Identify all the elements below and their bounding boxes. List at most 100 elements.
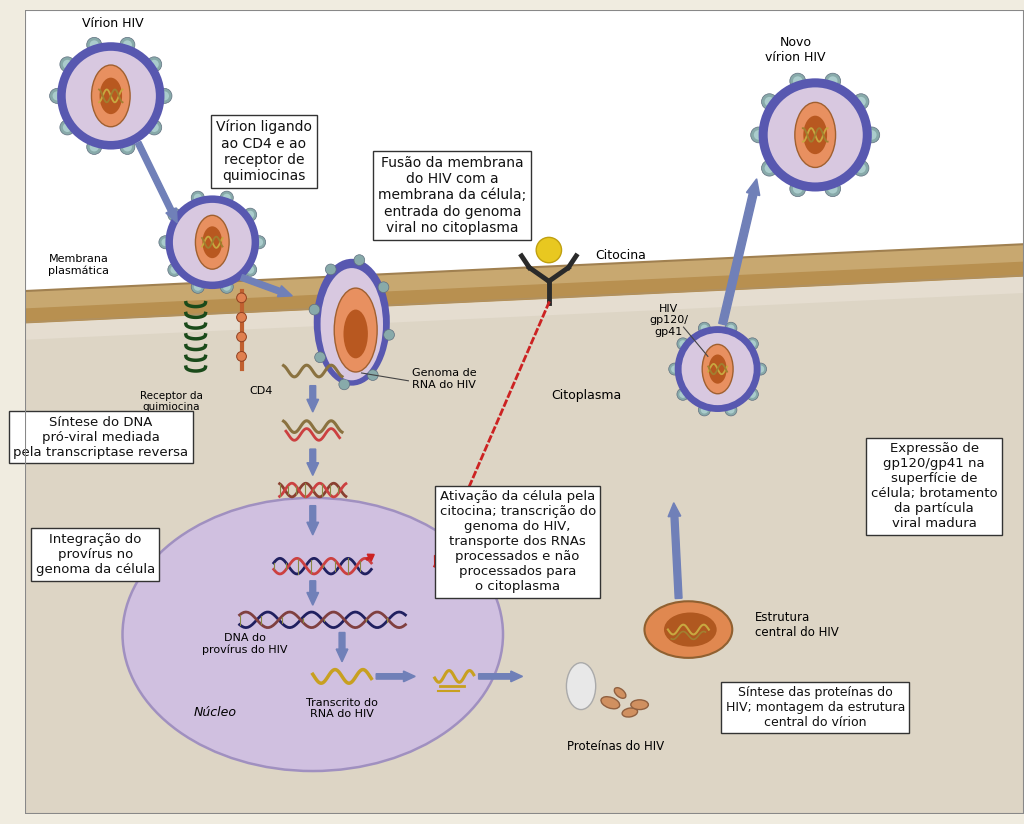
Circle shape bbox=[384, 330, 394, 340]
Circle shape bbox=[853, 94, 869, 110]
FancyArrow shape bbox=[307, 581, 318, 605]
Circle shape bbox=[749, 340, 756, 348]
Circle shape bbox=[746, 338, 759, 350]
Circle shape bbox=[793, 77, 803, 86]
Circle shape bbox=[765, 97, 774, 106]
Ellipse shape bbox=[334, 288, 377, 372]
Text: Estrutura
central do HIV: Estrutura central do HIV bbox=[755, 611, 839, 639]
Circle shape bbox=[66, 51, 156, 141]
Circle shape bbox=[150, 123, 159, 132]
Circle shape bbox=[90, 143, 98, 152]
Circle shape bbox=[867, 130, 877, 140]
Circle shape bbox=[59, 120, 75, 135]
Polygon shape bbox=[25, 293, 1024, 814]
Text: Membrana
plasmática: Membrana plasmática bbox=[48, 254, 110, 276]
Circle shape bbox=[246, 266, 254, 274]
Text: DNA do
provírus do HIV: DNA do provírus do HIV bbox=[202, 633, 287, 655]
Text: Novo
vírion HIV: Novo vírion HIV bbox=[766, 35, 826, 63]
Circle shape bbox=[679, 391, 686, 398]
Circle shape bbox=[57, 42, 165, 149]
Circle shape bbox=[237, 293, 247, 302]
FancyArrow shape bbox=[376, 671, 415, 681]
Circle shape bbox=[159, 236, 172, 249]
Text: CD4: CD4 bbox=[249, 386, 272, 396]
Ellipse shape bbox=[644, 602, 732, 658]
Circle shape bbox=[220, 191, 233, 204]
Ellipse shape bbox=[664, 612, 717, 647]
Circle shape bbox=[120, 139, 135, 154]
Circle shape bbox=[790, 73, 806, 89]
Text: Citocina: Citocina bbox=[596, 250, 646, 262]
Circle shape bbox=[765, 163, 774, 173]
Circle shape bbox=[168, 208, 181, 222]
Circle shape bbox=[62, 123, 72, 132]
Circle shape bbox=[751, 127, 767, 143]
Text: Integração do
provírus no
genoma da célula: Integração do provírus no genoma da célu… bbox=[36, 533, 155, 576]
Polygon shape bbox=[25, 271, 1024, 814]
Text: Síntese do DNA
pró-viral mediada
pela transcriptase reversa: Síntese do DNA pró-viral mediada pela tr… bbox=[13, 416, 188, 459]
Circle shape bbox=[677, 338, 689, 350]
Text: Citoplasma: Citoplasma bbox=[551, 389, 622, 402]
Ellipse shape bbox=[566, 662, 596, 709]
Circle shape bbox=[166, 195, 259, 289]
Text: Fusão da membrana
do HIV com a
membrana da célula;
entrada do genoma
viral no ci: Fusão da membrana do HIV com a membrana … bbox=[378, 156, 526, 235]
Circle shape bbox=[168, 263, 181, 276]
Circle shape bbox=[194, 283, 202, 291]
Circle shape bbox=[244, 263, 257, 276]
Circle shape bbox=[123, 40, 132, 49]
Circle shape bbox=[146, 57, 162, 72]
FancyArrow shape bbox=[307, 386, 318, 412]
Circle shape bbox=[326, 264, 336, 274]
Circle shape bbox=[793, 184, 803, 194]
Circle shape bbox=[762, 94, 777, 110]
Circle shape bbox=[827, 77, 838, 86]
Circle shape bbox=[749, 391, 756, 398]
Circle shape bbox=[853, 160, 869, 176]
Ellipse shape bbox=[804, 115, 827, 154]
Text: Receptor da
quimiocina: Receptor da quimiocina bbox=[140, 391, 203, 412]
FancyArrow shape bbox=[307, 449, 318, 475]
Circle shape bbox=[170, 266, 178, 274]
Ellipse shape bbox=[196, 215, 229, 269]
Text: Vírion HIV: Vírion HIV bbox=[82, 16, 143, 30]
Ellipse shape bbox=[601, 697, 620, 709]
Ellipse shape bbox=[795, 102, 836, 167]
Circle shape bbox=[220, 280, 233, 293]
Text: Expressão de
gp120/gp41 na
superfície de
célula; brotamento
da partícula
viral m: Expressão de gp120/gp41 na superfície de… bbox=[871, 442, 997, 530]
Circle shape bbox=[856, 97, 866, 106]
Circle shape bbox=[237, 332, 247, 342]
Circle shape bbox=[237, 312, 247, 322]
Circle shape bbox=[754, 130, 764, 140]
FancyArrow shape bbox=[336, 633, 348, 662]
Text: Núcleo: Núcleo bbox=[194, 706, 237, 719]
Ellipse shape bbox=[631, 700, 648, 709]
Circle shape bbox=[162, 238, 169, 246]
Text: Genoma de
RNA do HIV: Genoma de RNA do HIV bbox=[413, 368, 477, 390]
FancyArrow shape bbox=[668, 503, 682, 598]
Circle shape bbox=[669, 363, 681, 375]
Circle shape bbox=[309, 304, 319, 315]
Text: Ativação da célula pela
citocina; transcrição do
genoma do HIV,
transporte dos R: Ativação da célula pela citocina; transc… bbox=[439, 490, 596, 593]
Ellipse shape bbox=[99, 77, 122, 115]
Ellipse shape bbox=[203, 227, 222, 258]
Text: Transcrito do
RNA do HIV: Transcrito do RNA do HIV bbox=[306, 698, 378, 719]
Circle shape bbox=[314, 352, 326, 363]
Circle shape bbox=[864, 127, 880, 143]
Ellipse shape bbox=[123, 498, 503, 771]
FancyArrow shape bbox=[719, 179, 760, 325]
Circle shape bbox=[682, 333, 754, 405]
FancyArrow shape bbox=[478, 671, 522, 681]
Circle shape bbox=[146, 120, 162, 135]
Circle shape bbox=[339, 379, 349, 390]
Circle shape bbox=[223, 194, 230, 202]
Circle shape bbox=[170, 211, 178, 218]
Circle shape bbox=[757, 365, 764, 372]
Circle shape bbox=[191, 191, 205, 204]
Circle shape bbox=[368, 370, 378, 381]
Circle shape bbox=[120, 37, 135, 53]
Circle shape bbox=[725, 322, 737, 335]
Circle shape bbox=[194, 194, 202, 202]
Circle shape bbox=[824, 73, 841, 89]
Circle shape bbox=[62, 60, 72, 69]
FancyArrow shape bbox=[434, 553, 442, 566]
